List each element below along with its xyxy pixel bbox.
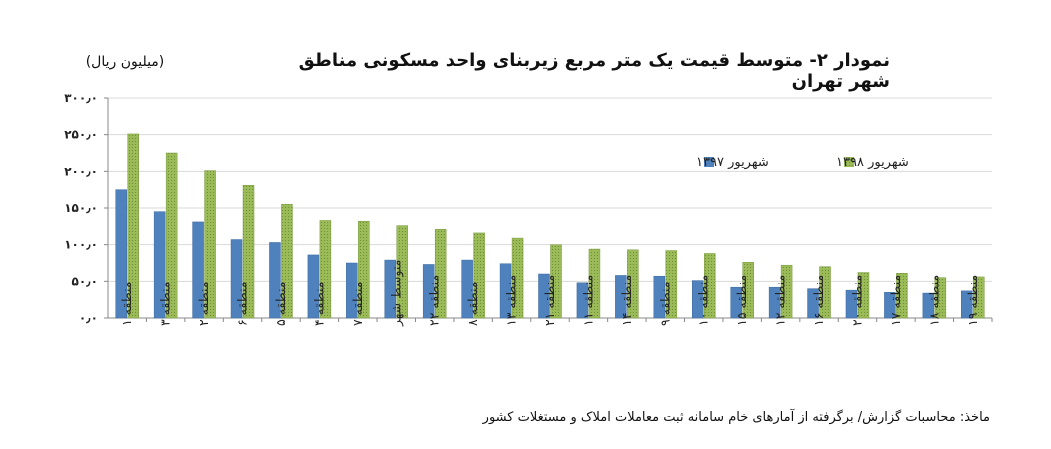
x-category-label: منطقه ۹ (657, 282, 672, 326)
bar-series-1397 (615, 275, 627, 319)
bar-series-1398 (281, 204, 293, 319)
x-category-label: منطقه ۱۶ (811, 275, 826, 326)
x-category-label: منطقه ۱۸ (926, 275, 941, 326)
bar-series-1397 (538, 273, 550, 319)
bar-series-1397 (307, 254, 320, 319)
bar-series-1398 (165, 152, 178, 319)
x-category-label: منطقه ۷ (350, 282, 365, 326)
bar-series-1398 (396, 225, 409, 319)
bar-series-1397 (499, 263, 512, 319)
x-category-label: متوسط شهر (388, 260, 404, 327)
x-category-label: منطقه ۱۴ (619, 275, 634, 326)
bar-series-1397 (192, 221, 204, 319)
x-category-label: منطقه ۵ (273, 282, 288, 326)
bar-series-1398 (665, 250, 678, 319)
legend-swatch-1397 (704, 157, 714, 167)
bar-series-1397 (384, 259, 397, 319)
bar-series-1398 (550, 244, 562, 319)
bar-series-1398 (511, 237, 524, 319)
x-category-label: منطقه ۱۳ (504, 275, 519, 326)
bar-series-1397 (961, 290, 973, 319)
chart-title: نمودار ۲- متوسط قیمت یک متر مربع زیربنای… (298, 50, 890, 92)
bar-series-1397 (884, 292, 896, 319)
y-tick-label: ۵۰٫۰ (72, 274, 98, 288)
bar-series-1397 (153, 211, 166, 319)
y-tick-label: ۲۰۰٫۰ (64, 164, 98, 178)
bar-series-1397 (807, 288, 819, 319)
x-category-label: منطقه ۶ (235, 282, 250, 326)
y-tick-label: ۳۰۰٫۰ (64, 91, 98, 105)
bar-series-1398 (896, 273, 908, 319)
bar-series-1397 (269, 242, 281, 319)
x-category-label: منطقه ۳ (158, 282, 173, 326)
x-category-label: منطقه ۸ (465, 282, 480, 326)
bar-series-1398 (780, 264, 793, 319)
bar-series-1398 (358, 220, 370, 319)
bar-series-1398 (127, 133, 139, 319)
bar-series-1397 (691, 280, 704, 319)
y-tick-label: ۰٫۰ (79, 311, 98, 325)
bar-series-1398 (242, 185, 255, 319)
bar-series-1398 (588, 248, 601, 319)
x-category-label: منطقه ۲ (196, 282, 211, 326)
x-category-label: منطقه ۱۷ (888, 275, 903, 326)
x-category-label: منطقه ۱۲ (773, 275, 788, 326)
y-tick-label: ۱۰۰٫۰ (64, 238, 98, 252)
y-unit-label: (میلیون ریال) (85, 54, 165, 70)
bar-series-1397 (845, 289, 858, 319)
bar-series-1398 (473, 232, 485, 319)
bar-series-1397 (730, 286, 742, 319)
x-category-label: منطقه ۱۹ (965, 275, 980, 326)
bar-series-1398 (973, 276, 985, 319)
bar-series-1398 (742, 262, 754, 319)
bar-series-1397 (422, 264, 435, 319)
x-category-label: منطقه ۱۵ (734, 275, 749, 326)
x-category-label: منطقه ۱۰ (696, 275, 711, 326)
x-category-label: منطقه ۲۲ (427, 275, 442, 326)
bar-series-1397 (653, 275, 666, 319)
bar-series-1398 (934, 277, 947, 319)
bar-series-1397 (576, 282, 589, 319)
x-category-label: منطقه ۱۱ (580, 275, 595, 326)
bar-series-1397 (230, 239, 243, 319)
y-tick-label: ۱۵۰٫۰ (64, 201, 98, 215)
legend-swatch-1398 (844, 157, 854, 167)
y-tick-label: ۲۵۰٫۰ (64, 128, 98, 142)
x-category-label: منطقه ۲۱ (542, 275, 557, 326)
bar-series-1398 (434, 229, 447, 319)
x-category-label: منطقه ۱ (119, 282, 134, 326)
source-note: ماخذ: محاسبات گزارش/ برگرفته از آمارهای … (482, 410, 990, 425)
bar-series-1398 (204, 170, 216, 319)
bar-series-1397 (115, 189, 127, 319)
bar-series-1398 (627, 249, 639, 319)
bar-series-1398 (857, 272, 870, 319)
bar-series-1397 (768, 286, 781, 319)
x-category-label: منطقه ۴ (311, 282, 326, 326)
bar-series-1398 (703, 253, 716, 319)
bar-series-1398 (819, 266, 831, 319)
x-category-label: منطقه ۲۰ (849, 275, 864, 326)
legend-label-1397: شهریور ۱۳۹۷ (696, 155, 769, 170)
bar-series-1397 (461, 259, 473, 319)
legend-label-1398: شهریور ۱۳۹۸ (836, 155, 909, 170)
bar-series-1397 (922, 292, 935, 319)
bar-series-1398 (319, 220, 332, 319)
bar-series-1397 (346, 262, 358, 319)
